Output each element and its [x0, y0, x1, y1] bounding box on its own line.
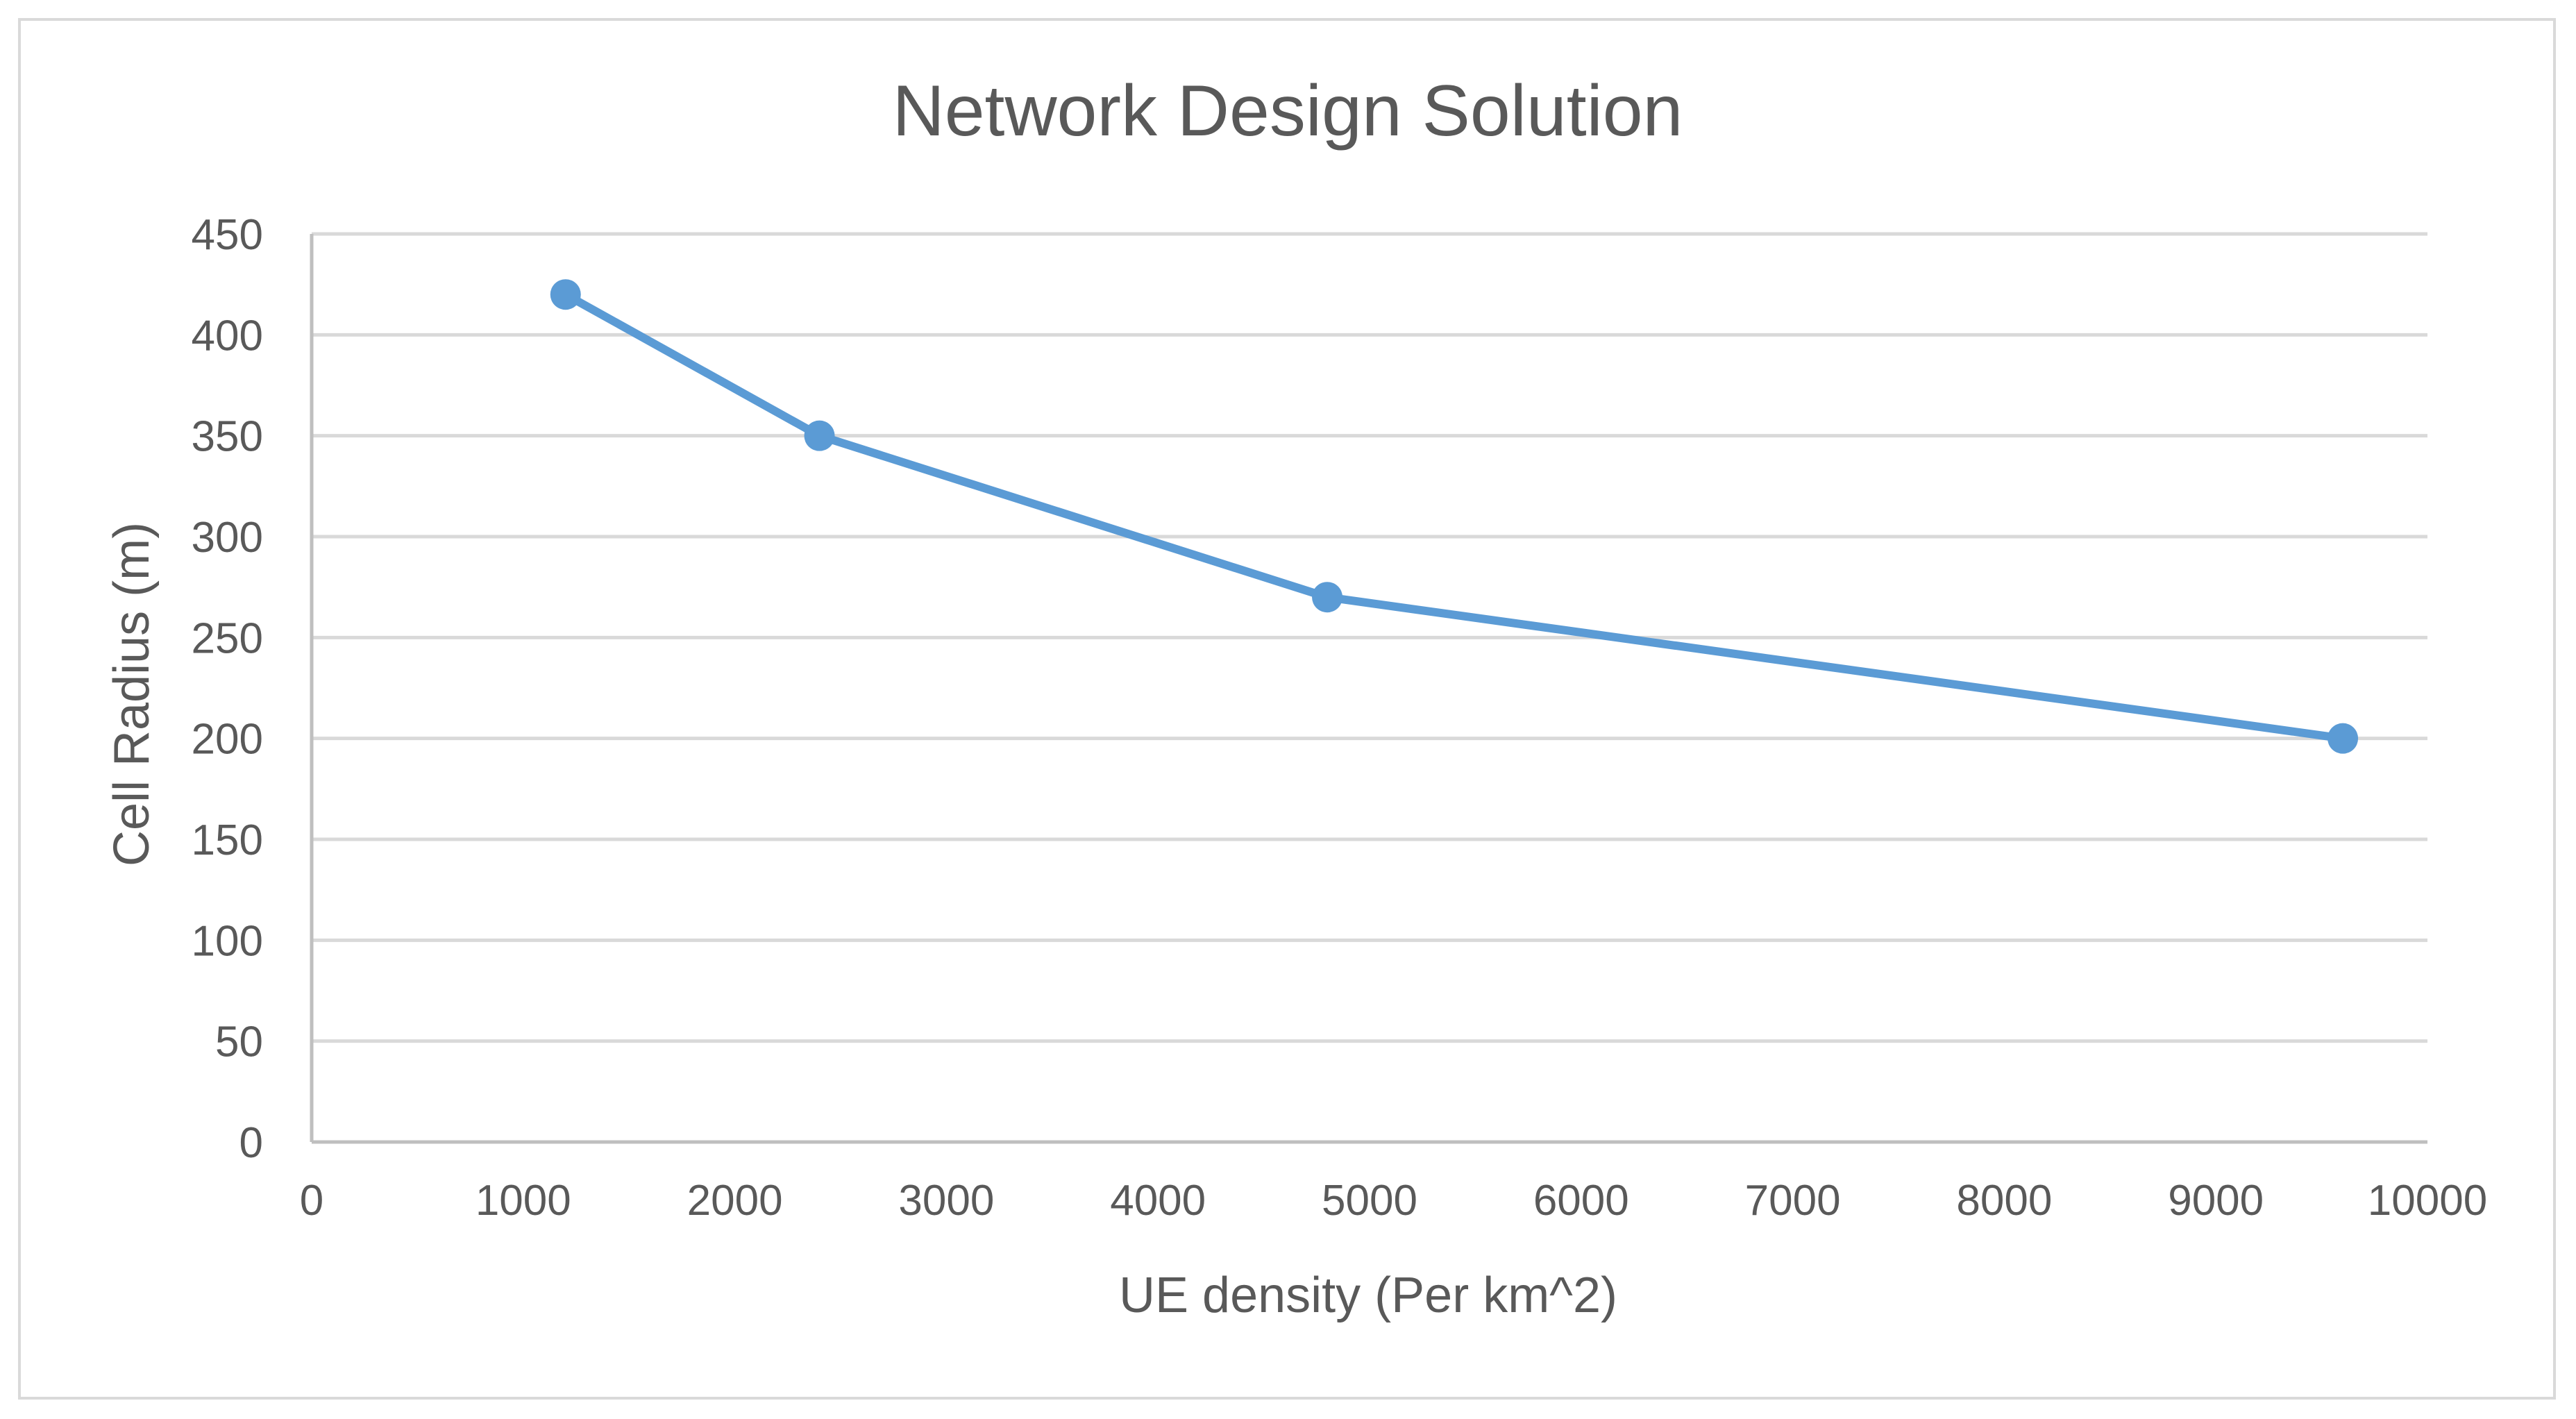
x-tick-label-5000: 5000 [1322, 1177, 1417, 1225]
x-tick-label-1000: 1000 [475, 1177, 571, 1225]
y-tick-label-0: 0 [239, 1119, 263, 1167]
y-tick-label-50: 50 [215, 1018, 263, 1066]
data-point-2400 [804, 420, 835, 451]
y-tick-label-100: 100 [192, 917, 263, 965]
y-tick-label-400: 400 [192, 312, 263, 360]
x-tick-label-10000: 10000 [2368, 1177, 2487, 1225]
x-tick-label-6000: 6000 [1533, 1177, 1629, 1225]
series-line-0 [561, 290, 2348, 743]
x-tick-label-8000: 8000 [1956, 1177, 2052, 1225]
y-tick-label-150: 150 [192, 816, 263, 864]
y-tick-label-300: 300 [192, 514, 263, 562]
axes [310, 234, 2427, 1144]
y-axis-title: Cell Radius (m) [104, 522, 160, 866]
x-axis-title: UE density (Per km^2) [1119, 1268, 1617, 1323]
x-tick-label-4000: 4000 [1110, 1177, 1206, 1225]
chart-title: Network Design Solution [893, 71, 1683, 151]
y-tick-label-450: 450 [192, 211, 263, 259]
y-tick-labels: 0 50 100 150 200 250 300 350 400 450 [192, 211, 263, 1167]
x-tick-label-7000: 7000 [1745, 1177, 1841, 1225]
series-layer [550, 279, 2359, 754]
x-tick-label-9000: 9000 [2168, 1177, 2264, 1225]
data-point-9600 [2327, 723, 2359, 754]
data-point-4800 [1312, 582, 1343, 613]
x-tick-label-2000: 2000 [687, 1177, 783, 1225]
y-tick-label-250: 250 [192, 614, 263, 662]
x-tick-label-3000: 3000 [898, 1177, 994, 1225]
y-tick-label-350: 350 [192, 413, 263, 461]
gridlines [312, 232, 2427, 1043]
x-tick-labels: 0 1000 2000 3000 4000 5000 6000 7000 8000 9000 100… [300, 1177, 2487, 1225]
data-point-1200 [550, 279, 581, 310]
x-tick-label-0: 0 [300, 1177, 323, 1225]
y-tick-label-200: 200 [192, 716, 263, 764]
